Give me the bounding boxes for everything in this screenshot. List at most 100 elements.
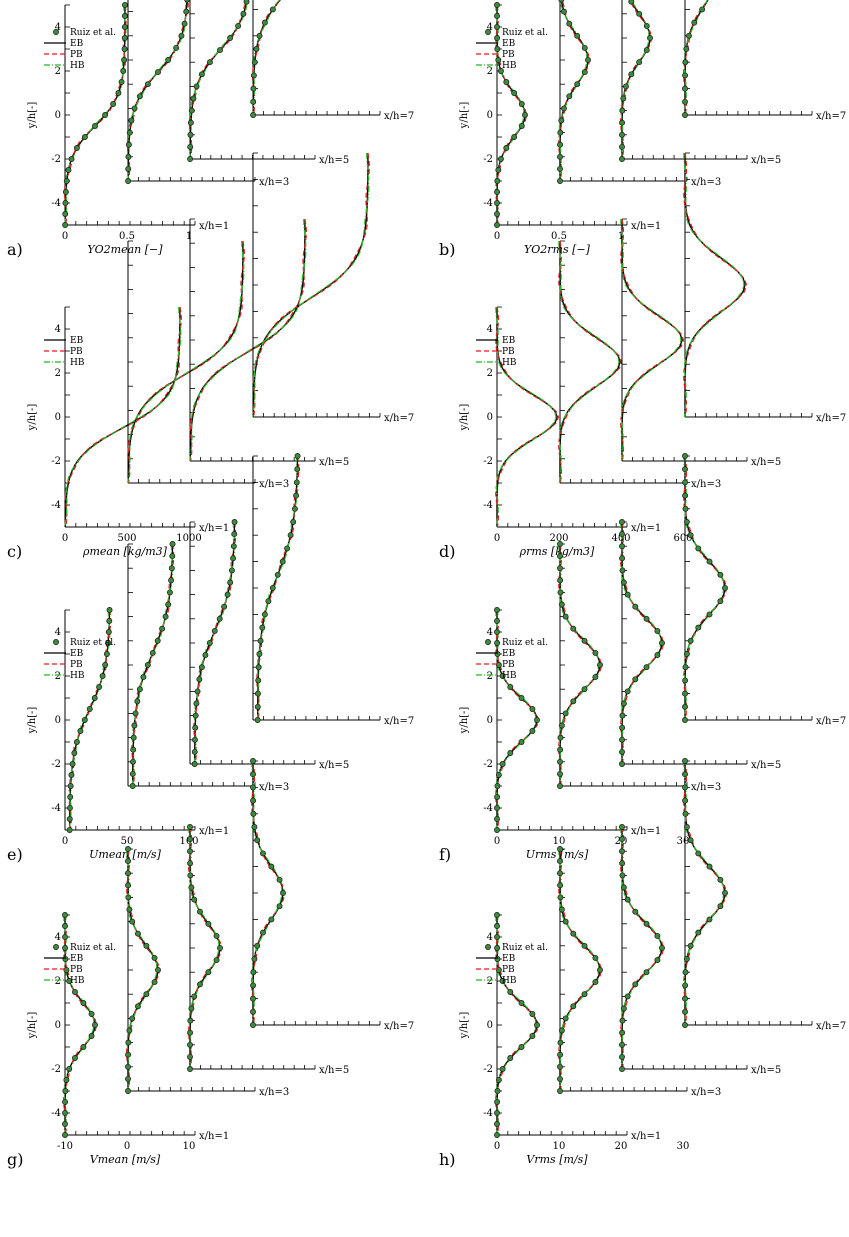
ruiz-point bbox=[619, 848, 625, 855]
ruiz-point bbox=[683, 824, 690, 830]
series-pb bbox=[494, 4, 528, 226]
ruiz-point bbox=[224, 591, 231, 598]
ruiz-point bbox=[659, 945, 665, 951]
ruiz-point bbox=[558, 1027, 565, 1034]
x-tick-label: 400 bbox=[611, 533, 630, 544]
legend-label: Ruiz et al. bbox=[70, 28, 116, 38]
series-pb bbox=[131, 543, 175, 787]
station-label: x/h=5 bbox=[319, 457, 349, 468]
ruiz-point bbox=[529, 1011, 536, 1017]
ruiz-point bbox=[122, 2, 128, 8]
ruiz-point bbox=[129, 918, 136, 925]
ruiz-point bbox=[62, 956, 69, 962]
ruiz-point bbox=[597, 662, 603, 668]
x-tick-label: 0 bbox=[494, 1141, 500, 1152]
x-tick-label: 0 bbox=[494, 836, 500, 847]
y-tick-label: -4 bbox=[483, 1108, 493, 1119]
ruiz-point bbox=[495, 57, 502, 63]
ruiz-point bbox=[624, 591, 631, 598]
ruiz-point bbox=[619, 107, 626, 114]
series-pb bbox=[557, 0, 591, 182]
ruiz-point bbox=[529, 728, 536, 734]
ruiz-point bbox=[557, 577, 564, 584]
ruiz-point bbox=[494, 189, 501, 195]
ruiz-point bbox=[255, 677, 262, 684]
ruiz-point bbox=[62, 200, 69, 206]
ruiz-point bbox=[495, 1077, 502, 1083]
panel-1: x/h=1 x/h=3 x/h=5 x/h=7 4 2 0 -2 -4 y/h[-] 0 0.5 1 YO… bbox=[439, 0, 846, 259]
ruiz-point bbox=[62, 1099, 69, 1105]
y-tick-label: 0 bbox=[487, 715, 493, 726]
ruiz-point bbox=[106, 618, 113, 624]
y-tick-label: 0 bbox=[55, 110, 61, 121]
ruiz-point bbox=[230, 543, 237, 550]
ruiz-point bbox=[276, 903, 283, 910]
ruiz-point bbox=[227, 579, 234, 586]
series-eb bbox=[684, 456, 726, 720]
ruiz-point bbox=[255, 664, 262, 671]
ruiz-point bbox=[165, 601, 172, 608]
ruiz-point bbox=[722, 585, 728, 591]
ruiz-point bbox=[162, 613, 169, 620]
panel-label: b) bbox=[439, 240, 455, 259]
ruiz-point bbox=[129, 783, 136, 789]
ruiz-point bbox=[68, 772, 75, 778]
ruiz-point bbox=[570, 930, 577, 937]
ruiz-point bbox=[499, 673, 506, 679]
series-pb bbox=[63, 4, 128, 226]
ruiz-point bbox=[126, 129, 133, 136]
ruiz-point bbox=[128, 117, 135, 124]
series-hb bbox=[252, 152, 370, 418]
ruiz-point bbox=[250, 810, 257, 817]
ruiz-point bbox=[169, 553, 176, 560]
ruiz-point bbox=[654, 652, 661, 659]
station-label: x/h=1 bbox=[199, 523, 229, 534]
ruiz-point bbox=[643, 664, 650, 671]
ruiz-point bbox=[284, 545, 291, 552]
ruiz-point bbox=[619, 761, 625, 767]
ruiz-point bbox=[151, 979, 158, 986]
legend-label: PB bbox=[70, 660, 83, 670]
ruiz-point bbox=[620, 1005, 627, 1012]
ruiz-point bbox=[682, 72, 689, 79]
y-tick-label: 2 bbox=[487, 671, 493, 682]
x-tick-label: 10 bbox=[183, 1141, 196, 1152]
ruiz-point bbox=[494, 794, 501, 800]
ruiz-point bbox=[494, 816, 500, 822]
station-label: x/h=5 bbox=[319, 1065, 349, 1076]
ruiz-point bbox=[717, 571, 724, 578]
series-hb bbox=[64, 306, 182, 528]
ruiz-point bbox=[566, 20, 573, 27]
ruiz-point bbox=[187, 143, 194, 150]
legend-marker bbox=[53, 29, 59, 35]
ruiz-point bbox=[494, 1099, 501, 1105]
ruiz-point bbox=[557, 1088, 563, 1094]
panel-5: x/h=1x/h=3x/h=5x/h=7420-2-4y/h[-]0102030… bbox=[439, 453, 846, 864]
ruiz-point bbox=[499, 1066, 506, 1072]
ruiz-point bbox=[125, 846, 131, 852]
ruiz-point bbox=[92, 1022, 98, 1028]
ruiz-point bbox=[81, 717, 88, 723]
ruiz-point bbox=[253, 46, 260, 52]
ruiz-point bbox=[250, 72, 257, 79]
series-pb bbox=[620, 218, 685, 462]
legend-label: EB bbox=[70, 954, 84, 964]
legend-label: EB bbox=[70, 336, 84, 346]
legend-label: HB bbox=[502, 61, 517, 71]
ruiz-point bbox=[217, 945, 223, 951]
ruiz-point bbox=[494, 1110, 500, 1116]
series-eb bbox=[684, 153, 746, 417]
ruiz-point bbox=[221, 603, 228, 610]
ruiz-point bbox=[557, 1075, 563, 1082]
ruiz-point bbox=[110, 101, 117, 107]
ruiz-point bbox=[699, 6, 706, 13]
panel-0: x/h=1 x/h=3 x/h=5 x/h=7 4 2 0 -2 -4 y/h[-] 0 0.5 1 YO… bbox=[7, 0, 414, 259]
series-eb bbox=[127, 0, 188, 182]
panel-6: x/h=1 x/h=3 x/h=5 x/h=7 4 2 0 -2 -4 y/h[-] -10 0 10 V… bbox=[7, 758, 414, 1169]
ruiz-point bbox=[494, 1121, 500, 1127]
ruiz-point bbox=[497, 68, 504, 74]
ruiz-point bbox=[125, 1051, 132, 1058]
ruiz-point bbox=[562, 613, 569, 620]
ruiz-point bbox=[654, 627, 661, 634]
